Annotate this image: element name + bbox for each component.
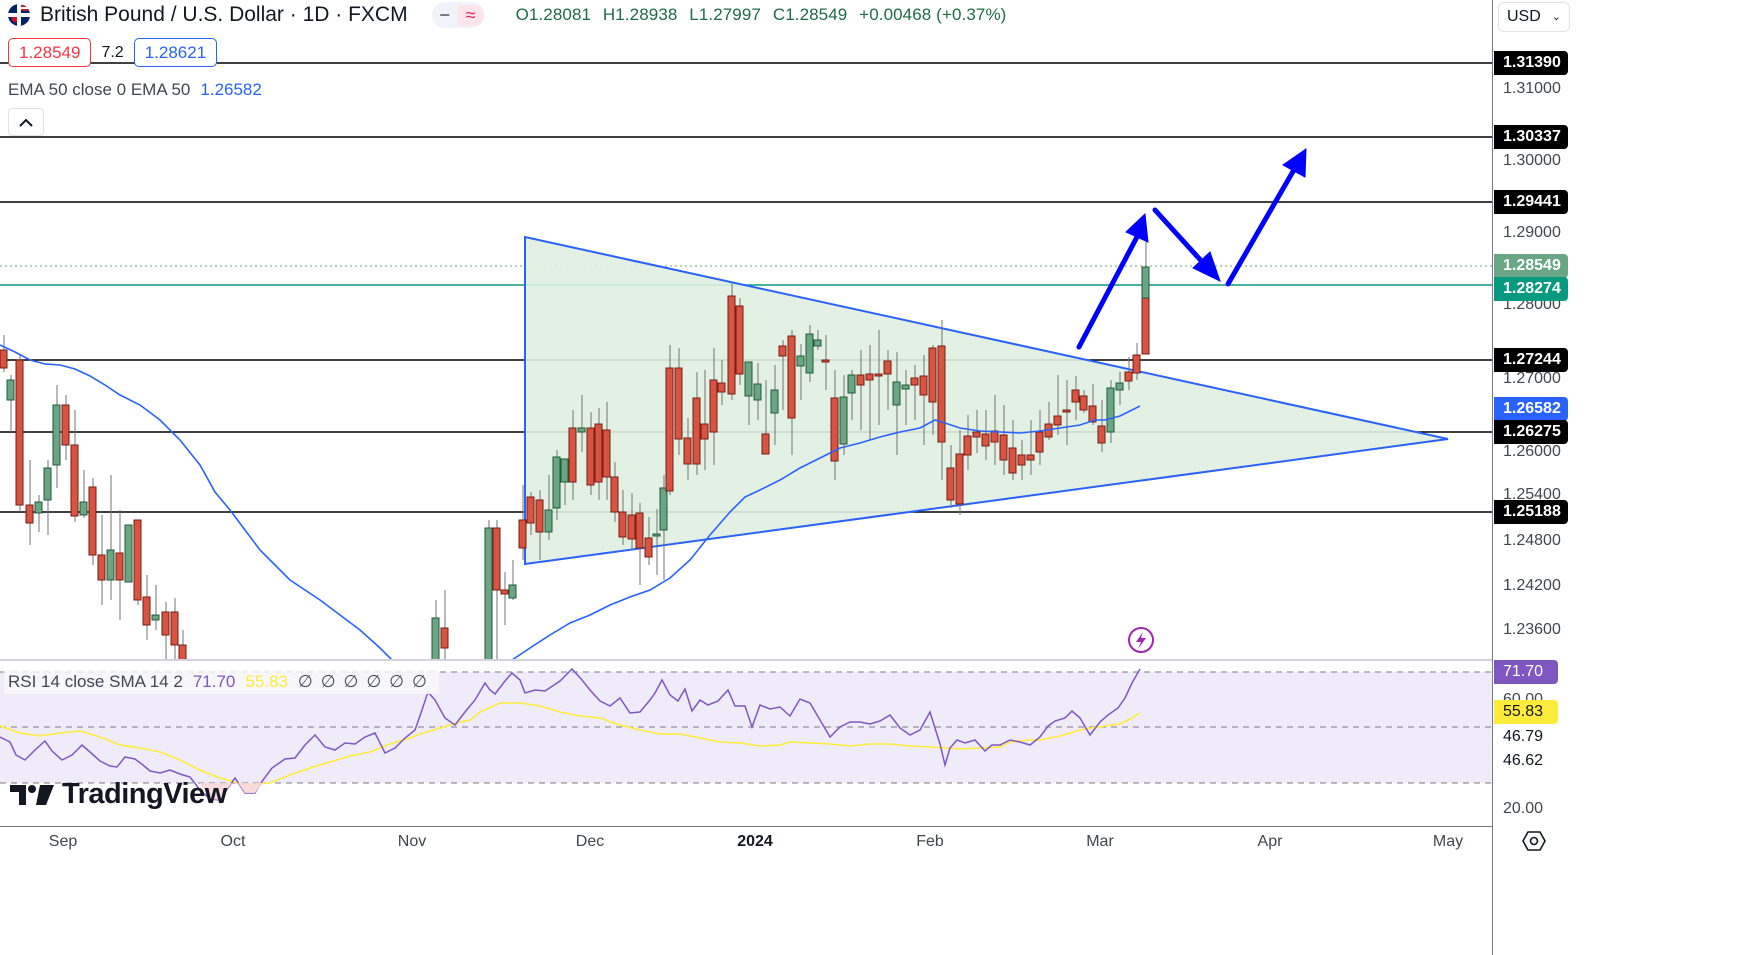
ohlc-low: L1.27997 bbox=[689, 5, 761, 24]
ohlc-close: C1.28549 bbox=[772, 5, 848, 24]
price-tick: 1.31000 bbox=[1503, 80, 1561, 97]
na-value: ∅ bbox=[366, 672, 382, 691]
level-label[interactable]: 1.26275 bbox=[1494, 420, 1568, 444]
rsi-band-lines bbox=[0, 671, 1492, 784]
rsi-oversold-fill-2 bbox=[238, 783, 263, 793]
ema-50-line bbox=[0, 344, 393, 661]
rsi-tick: 46.62 bbox=[1503, 752, 1544, 769]
ohlc-values: O1.28081 H1.28938 L1.27997 C1.28549 +0.0… bbox=[516, 5, 1014, 25]
time-label: Oct bbox=[220, 833, 246, 850]
time-label: Apr bbox=[1257, 833, 1283, 850]
price-tick: 1.26000 bbox=[1503, 443, 1561, 460]
level-label[interactable]: 1.28274 bbox=[1494, 277, 1568, 301]
rsi-value-label: 71.70 bbox=[1494, 660, 1558, 684]
price-tick: 1.24800 bbox=[1503, 532, 1561, 549]
collapse-legend-button[interactable] bbox=[8, 108, 44, 136]
settings-hexagon-icon bbox=[1522, 831, 1546, 851]
ohlc-open: O1.28081 bbox=[515, 5, 592, 24]
time-label: Mar bbox=[1086, 833, 1114, 850]
chart-settings-button[interactable] bbox=[1520, 827, 1548, 855]
time-label: Dec bbox=[575, 833, 605, 850]
sell-button[interactable]: 1.28549 bbox=[8, 38, 92, 67]
level-label[interactable]: 1.29441 bbox=[1494, 190, 1568, 214]
ema-price-label: 1.26582 bbox=[1494, 397, 1568, 421]
symbol-title[interactable]: British Pound / U.S. Dollar · 1D · FXCM bbox=[40, 3, 408, 26]
time-label: Feb bbox=[916, 833, 944, 850]
time-label: May bbox=[1432, 833, 1464, 850]
rsi-label: RSI 14 close SMA 14 2 bbox=[8, 672, 183, 691]
na-value: ∅ bbox=[389, 672, 404, 691]
price-axis[interactable] bbox=[1492, 0, 1750, 955]
rsi-oversold-fill bbox=[200, 783, 232, 800]
last-price-label: 1.28549 bbox=[1494, 254, 1568, 278]
chevron-up-icon bbox=[19, 118, 33, 127]
triangle-pattern[interactable] bbox=[524, 235, 1449, 566]
time-label: Sep bbox=[48, 833, 78, 850]
symbol-legend[interactable]: British Pound / U.S. Dollar · 1D · FXCM … bbox=[8, 2, 1013, 28]
gbp-usd-flag-icon bbox=[8, 4, 30, 26]
ema-label: EMA 50 close 0 EMA 50 bbox=[8, 80, 191, 99]
trade-buttons: 1.28549 7.2 1.28621 bbox=[8, 38, 218, 67]
level-label[interactable]: 1.30337 bbox=[1494, 125, 1568, 149]
time-label: Nov bbox=[397, 833, 427, 850]
level-label[interactable]: 1.25188 bbox=[1494, 500, 1568, 524]
price-tick: 1.25400 bbox=[1503, 486, 1561, 503]
currency-label: USD bbox=[1507, 8, 1541, 25]
level-label[interactable]: 1.31390 bbox=[1494, 51, 1568, 75]
price-tick: 1.30000 bbox=[1503, 152, 1561, 169]
rsi-sma-value: 55.83 bbox=[245, 672, 288, 691]
chevron-down-icon: ⌄ bbox=[1551, 11, 1561, 23]
tradingview-logo[interactable]: TradingView bbox=[10, 778, 227, 811]
minus-icon: − bbox=[439, 4, 450, 25]
wave-approx-icon: ≈ bbox=[457, 4, 484, 26]
logo-text: TradingView bbox=[62, 778, 227, 810]
ema-value: 1.26582 bbox=[200, 80, 262, 99]
ohlc-change: +0.00468 (+0.37%) bbox=[859, 5, 1007, 24]
price-tick: 1.23600 bbox=[1503, 621, 1561, 638]
currency-selector[interactable]: USD ⌄ bbox=[1498, 2, 1570, 32]
buy-button[interactable]: 1.28621 bbox=[133, 38, 218, 67]
na-value: ∅ bbox=[320, 672, 336, 691]
rsi-sma-value-label: 55.83 bbox=[1494, 700, 1558, 724]
level-label[interactable]: 1.27244 bbox=[1494, 348, 1568, 372]
projection-arrows[interactable] bbox=[1076, 148, 1307, 350]
pane-separator[interactable] bbox=[0, 659, 1750, 661]
economic-event-icon[interactable] bbox=[1128, 627, 1154, 653]
spread-value: 7.2 bbox=[101, 43, 124, 61]
na-value: ∅ bbox=[297, 672, 313, 691]
na-value: ∅ bbox=[411, 672, 427, 691]
rsi-legend[interactable]: RSI 14 close SMA 14 2 71.70 55.83 ∅ ∅ ∅ ∅ ∅ ∅ bbox=[4, 670, 439, 694]
rsi-na-values: ∅ ∅ ∅ ∅ ∅ ∅ bbox=[298, 672, 435, 692]
price-tick: 1.27000 bbox=[1503, 370, 1561, 387]
tradingview-logo-icon bbox=[10, 784, 54, 805]
time-axis[interactable] bbox=[0, 826, 1492, 855]
rsi-value: 71.70 bbox=[192, 672, 236, 691]
rsi-line bbox=[0, 667, 1141, 801]
rsi-tick: 46.79 bbox=[1503, 728, 1544, 745]
candlesticks bbox=[0, 237, 1150, 661]
ohlc-high: H1.28938 bbox=[602, 5, 678, 24]
ema-legend[interactable]: EMA 50 close 0 EMA 50 1.26582 bbox=[8, 80, 262, 100]
ema-50-line-continued bbox=[511, 405, 1141, 661]
price-tick: 1.29000 bbox=[1503, 224, 1561, 241]
rsi-tick: 20.00 bbox=[1503, 800, 1544, 817]
time-label: 2024 bbox=[737, 833, 773, 850]
status-pill[interactable]: − ≈ bbox=[431, 2, 484, 28]
na-value: ∅ bbox=[343, 672, 359, 691]
rsi-sma-line bbox=[0, 702, 1141, 786]
price-tick: 1.24200 bbox=[1503, 577, 1561, 594]
